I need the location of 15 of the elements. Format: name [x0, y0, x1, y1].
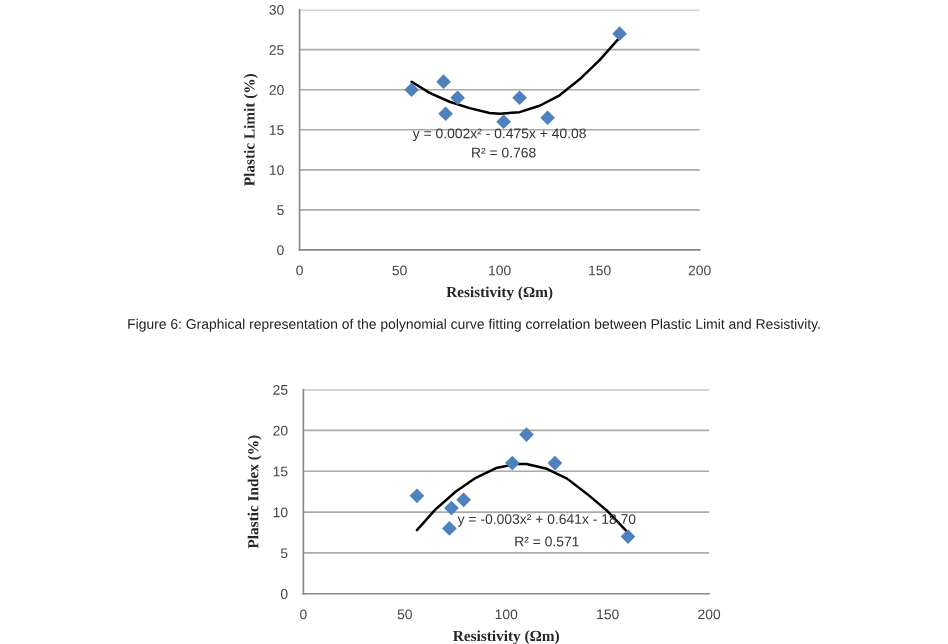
- point: [456, 492, 471, 508]
- point: [519, 427, 534, 442]
- point: [450, 90, 465, 106]
- point: [612, 26, 627, 42]
- point: [438, 106, 453, 122]
- point: [512, 90, 527, 106]
- point: [442, 521, 457, 536]
- point: [547, 455, 563, 471]
- point: [409, 488, 425, 504]
- point: [504, 455, 520, 471]
- point: [444, 500, 459, 516]
- point: [436, 74, 451, 90]
- point: [620, 529, 636, 544]
- point: [404, 82, 419, 98]
- point: [540, 110, 555, 126]
